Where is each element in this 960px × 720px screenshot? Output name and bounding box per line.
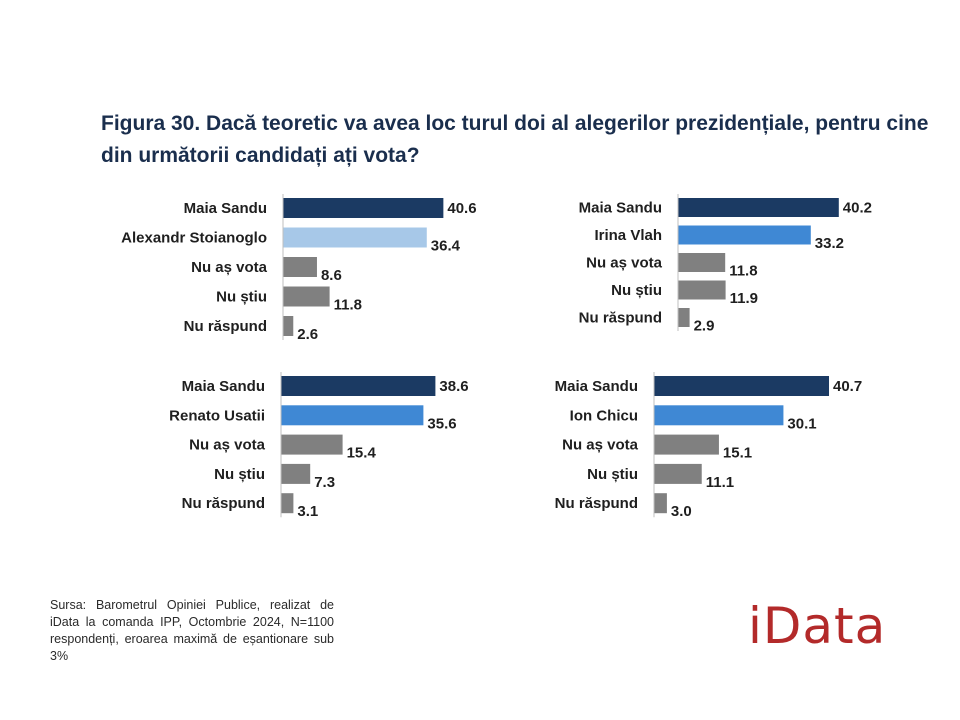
bar-2 [654, 434, 719, 455]
chart-panel-usatii: Maia Sandu 38.6 Renato Usatii 35.6 Nu aș vot… [0, 368, 480, 528]
bar-chart-svg: Maia Sandu 38.6 Renato Usatii 35.6 Nu aș vot… [169, 372, 469, 520]
bar-2 [283, 257, 317, 277]
bar-0 [678, 198, 839, 217]
value-label: 8.6 [321, 267, 342, 284]
value-label: 40.2 [843, 200, 872, 217]
bar-4 [281, 493, 294, 514]
bar-1 [281, 405, 424, 426]
bar-4 [654, 493, 667, 514]
value-label: 40.7 [833, 378, 862, 395]
value-label: 11.8 [334, 297, 362, 314]
bar-chart-svg: Maia Sandu 40.6 Alexandr Stoianoglo 36.4 Nu … [121, 194, 477, 343]
category-label: Maia Sandu [555, 378, 638, 395]
bar-0 [654, 376, 830, 396]
category-label: Irina Vlah [594, 227, 662, 244]
bar-chart-svg: Maia Sandu 40.7 Ion Chicu 30.1 Nu aș vota 15.… [555, 372, 862, 520]
category-label: Renato Usatii [169, 407, 265, 424]
category-label: Nu aș vota [189, 437, 266, 454]
value-label: 36.4 [431, 238, 461, 255]
chart-panel-stoianoglo: Maia Sandu 40.6 Alexandr Stoianoglo 36.4 Nu … [0, 190, 480, 350]
value-label: 15.4 [347, 445, 377, 462]
value-label: 7.3 [314, 474, 335, 491]
value-label: 40.6 [447, 200, 476, 217]
bar-3 [281, 463, 311, 484]
category-label: Nu răspund [579, 310, 662, 327]
value-label: 11.8 [729, 263, 757, 280]
category-label: Nu știu [214, 466, 265, 483]
category-label: Nu știu [216, 289, 267, 306]
bar-1 [678, 225, 811, 245]
value-label: 15.1 [723, 445, 752, 462]
category-label: Alexandr Stoianoglo [121, 230, 267, 247]
bar-0 [281, 376, 436, 396]
bar-0 [283, 198, 444, 218]
value-label: 30.1 [787, 415, 816, 432]
bar-2 [678, 253, 726, 272]
chart-panel-chicu: Maia Sandu 40.7 Ion Chicu 30.1 Nu aș vota 15.… [480, 368, 960, 528]
bar-3 [283, 286, 330, 307]
value-label: 11.1 [706, 474, 734, 491]
bar-chart-svg: Maia Sandu 40.2 Irina Vlah 33.2 Nu aș vota 11… [579, 194, 872, 335]
value-label: 38.6 [439, 378, 468, 395]
bar-1 [283, 227, 427, 248]
idata-logo: iData [748, 597, 887, 655]
category-label: Nu aș vota [191, 259, 268, 276]
value-label: 11.9 [730, 290, 758, 307]
category-label: Nu răspund [184, 318, 267, 335]
value-label: 3.0 [671, 503, 692, 520]
page-title: Figura 30. Dacă teoretic va avea loc tur… [101, 112, 929, 167]
category-label: Nu aș vota [586, 255, 663, 272]
category-label: Maia Sandu [182, 378, 265, 395]
category-label: Nu răspund [555, 495, 638, 512]
bar-4 [678, 308, 690, 327]
bar-4 [283, 316, 294, 336]
category-label: Nu știu [587, 466, 638, 483]
chart-panel-vlah: Maia Sandu 40.2 Irina Vlah 33.2 Nu aș vota 11… [480, 190, 960, 350]
category-label: Maia Sandu [184, 200, 267, 217]
category-label: Nu aș vota [562, 437, 639, 454]
value-label: 35.6 [427, 415, 456, 432]
bar-3 [654, 463, 702, 484]
value-label: 3.1 [297, 503, 318, 520]
category-label: Nu știu [611, 282, 662, 299]
value-label: 2.9 [694, 318, 715, 335]
bar-1 [654, 405, 784, 426]
bar-2 [281, 434, 343, 455]
bar-3 [678, 280, 726, 300]
value-label: 33.2 [815, 235, 844, 252]
category-label: Nu răspund [182, 495, 265, 512]
category-label: Maia Sandu [579, 200, 662, 217]
value-label: 2.6 [297, 326, 318, 343]
source-note: Sursa: Barometrul Opiniei Publice, reali… [50, 598, 334, 663]
category-label: Ion Chicu [570, 407, 638, 424]
